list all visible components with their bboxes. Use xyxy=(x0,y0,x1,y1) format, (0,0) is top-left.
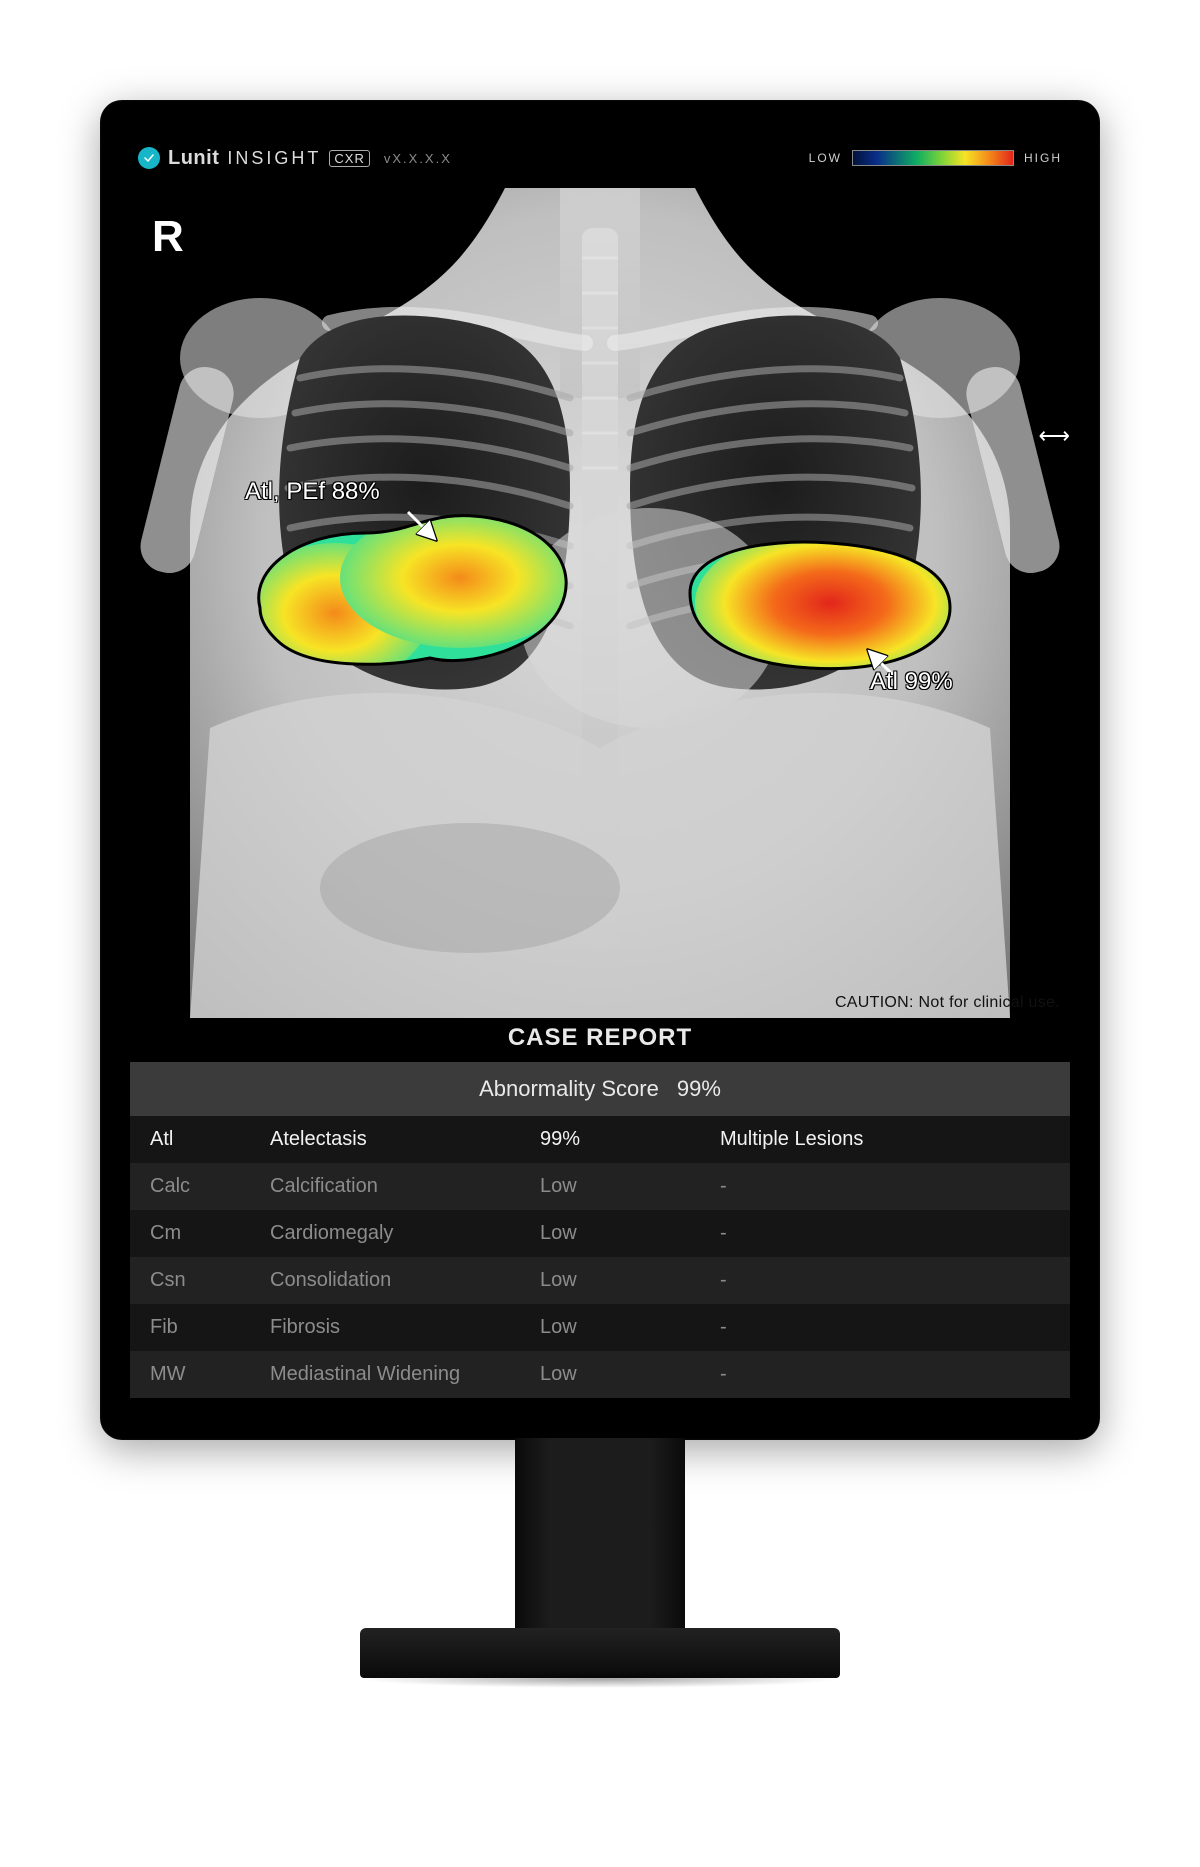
xray-viewport[interactable]: R ⟷ CAUTION: Not for clinical use. Atl, … xyxy=(130,188,1070,1018)
brand-block: Lunit INSIGHT CXR vX.X.X.X xyxy=(138,147,452,170)
monitor-frame: Lunit INSIGHT CXR vX.X.X.X LOW HIGH xyxy=(100,100,1100,1440)
score-label: Abnormality Score xyxy=(479,1076,659,1102)
finding-name: Consolidation xyxy=(270,1269,540,1292)
finding-note: - xyxy=(720,1175,1050,1198)
annotation-left-label: Atl, PEf 88% xyxy=(245,478,380,506)
finding-note: Multiple Lesions xyxy=(720,1128,1050,1151)
side-marker: R xyxy=(152,212,184,262)
finding-row[interactable]: FibFibrosisLow- xyxy=(130,1304,1070,1351)
finding-row[interactable]: MWMediastinal WideningLow- xyxy=(130,1351,1070,1398)
caution-label: CAUTION: Not for clinical use. xyxy=(835,994,1060,1012)
finding-score: Low xyxy=(540,1363,720,1386)
legend-high-label: HIGH xyxy=(1024,151,1062,165)
finding-row[interactable]: CalcCalcificationLow- xyxy=(130,1163,1070,1210)
brand-name: Lunit xyxy=(168,147,219,170)
report-title: CASE REPORT xyxy=(130,1020,1070,1062)
legend-gradient-bar xyxy=(852,150,1014,166)
finding-score: 99% xyxy=(540,1128,720,1151)
expand-handle-icon[interactable]: ⟷ xyxy=(1038,423,1068,449)
abnormality-score-row: Abnormality Score 99% xyxy=(130,1062,1070,1116)
finding-name: Mediastinal Widening xyxy=(270,1363,540,1386)
finding-score: Low xyxy=(540,1222,720,1245)
finding-row[interactable]: AtlAtelectasis99%Multiple Lesions xyxy=(130,1116,1070,1163)
monitor-neck xyxy=(515,1438,685,1648)
finding-note: - xyxy=(720,1269,1050,1292)
finding-score: Low xyxy=(540,1316,720,1339)
finding-code: Csn xyxy=(150,1269,270,1292)
finding-name: Fibrosis xyxy=(270,1316,540,1339)
brand-product: INSIGHT xyxy=(227,148,321,169)
case-report-panel: CASE REPORT Abnormality Score 99% AtlAte… xyxy=(130,1020,1070,1410)
findings-table: AtlAtelectasis99%Multiple LesionsCalcCal… xyxy=(130,1116,1070,1398)
finding-score: Low xyxy=(540,1175,720,1198)
brand-version: vX.X.X.X xyxy=(384,151,452,166)
finding-note: - xyxy=(720,1363,1050,1386)
brand-logo-icon xyxy=(138,147,160,169)
legend-low-label: LOW xyxy=(809,151,842,165)
finding-code: Fib xyxy=(150,1316,270,1339)
finding-name: Calcification xyxy=(270,1175,540,1198)
finding-name: Cardiomegaly xyxy=(270,1222,540,1245)
screen: Lunit INSIGHT CXR vX.X.X.X LOW HIGH xyxy=(130,130,1070,1410)
annotation-right-label: Atl 99% xyxy=(870,668,953,696)
finding-code: Calc xyxy=(150,1175,270,1198)
app-header: Lunit INSIGHT CXR vX.X.X.X LOW HIGH xyxy=(130,130,1070,186)
finding-note: - xyxy=(720,1222,1050,1245)
finding-name: Atelectasis xyxy=(270,1128,540,1151)
finding-score: Low xyxy=(540,1269,720,1292)
finding-code: Cm xyxy=(150,1222,270,1245)
heatmap-legend: LOW HIGH xyxy=(809,150,1062,166)
finding-row[interactable]: CsnConsolidationLow- xyxy=(130,1257,1070,1304)
finding-code: Atl xyxy=(150,1128,270,1151)
finding-note: - xyxy=(720,1316,1050,1339)
finding-row[interactable]: CmCardiomegalyLow- xyxy=(130,1210,1070,1257)
score-value: 99% xyxy=(677,1076,721,1102)
brand-module: CXR xyxy=(329,150,369,167)
finding-code: MW xyxy=(150,1363,270,1386)
monitor-base xyxy=(360,1628,840,1678)
xray-image xyxy=(130,188,1070,1018)
